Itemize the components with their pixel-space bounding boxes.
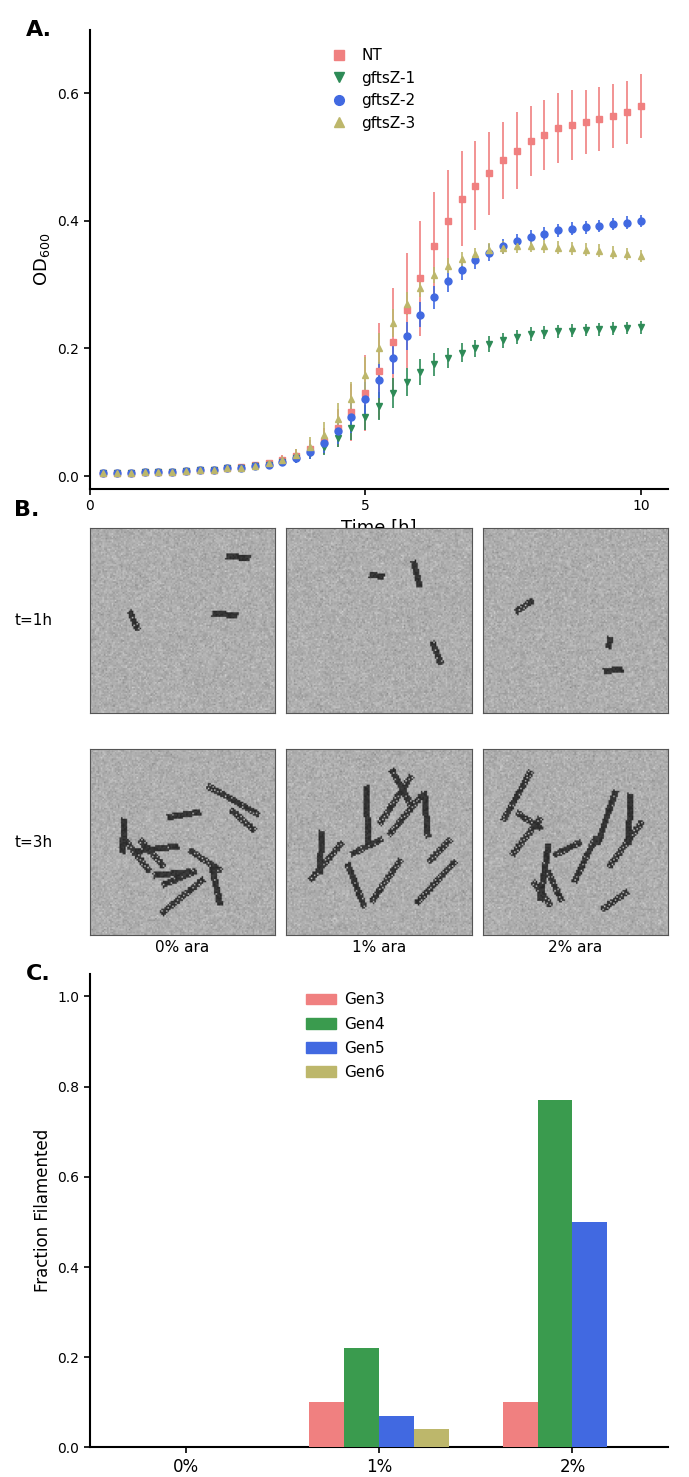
Y-axis label: t=3h: t=3h — [15, 835, 53, 849]
Text: C.: C. — [26, 964, 51, 984]
Y-axis label: t=1h: t=1h — [15, 613, 53, 628]
X-axis label: Time [h]: Time [h] — [341, 518, 417, 536]
Bar — [379, 1416, 414, 1447]
Bar — [344, 1349, 379, 1447]
Legend: NT, gftsZ-1, gftsZ-2, gftsZ-3: NT, gftsZ-1, gftsZ-2, gftsZ-3 — [317, 41, 422, 137]
X-axis label: 1% ara: 1% ara — [352, 941, 406, 956]
Text: A.: A. — [26, 21, 52, 40]
Text: B.: B. — [14, 501, 39, 520]
Bar — [309, 1402, 344, 1447]
Bar — [573, 1221, 607, 1447]
Y-axis label: OD$_{600}$: OD$_{600}$ — [32, 232, 52, 287]
Y-axis label: Fraction Filamented: Fraction Filamented — [34, 1128, 52, 1292]
X-axis label: 2% ara: 2% ara — [548, 941, 603, 956]
Bar — [414, 1430, 449, 1447]
Bar — [503, 1402, 537, 1447]
Bar — [537, 1100, 573, 1447]
X-axis label: 0% ara: 0% ara — [155, 941, 209, 956]
Legend: Gen3, Gen4, Gen5, Gen6: Gen3, Gen4, Gen5, Gen6 — [300, 987, 391, 1086]
